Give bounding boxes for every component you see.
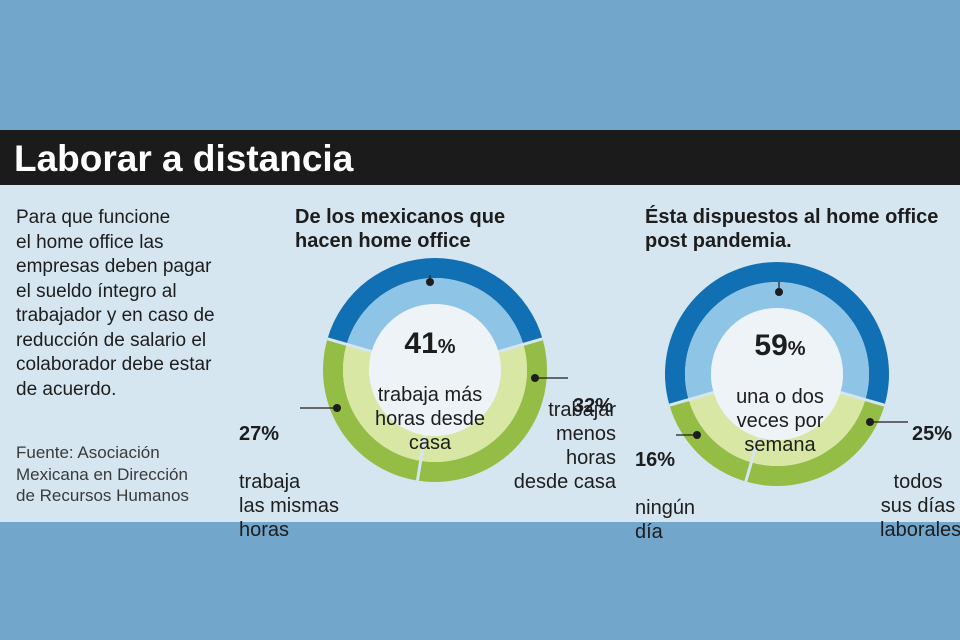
chart2-label-59-unit: % <box>787 338 806 360</box>
chart2-leader-dot-1 <box>866 418 874 426</box>
chart2-label-25-value: 25 <box>911 423 935 445</box>
chart2-slice-1-outer <box>745 399 885 486</box>
chart2-slice-2-outer <box>669 399 752 482</box>
chart1-label-27-value: 27 <box>239 423 262 445</box>
chart2-slice-2-inner <box>688 392 759 463</box>
chart2-title: Ésta dispuestos al home office post pand… <box>645 206 939 252</box>
chart1-label-32-value: 32 <box>573 395 596 417</box>
chart1-slice-1-outer <box>417 338 548 482</box>
chart2-label-25-unit: % <box>934 423 952 445</box>
chart1-slice-1-inner <box>420 344 528 462</box>
chart2-slice-1-inner <box>751 392 866 466</box>
chart1-label-41-value: 41 <box>404 327 438 360</box>
chart1-right-label: 32% <box>541 370 631 442</box>
chart1-label-41-unit: % <box>437 336 456 358</box>
donut-charts <box>300 257 908 486</box>
chart2-leader-dot-0 <box>775 288 783 296</box>
source-note: Fuente: Asociación Mexicana en Dirección… <box>16 443 189 505</box>
chart1-label-27-unit: % <box>261 423 280 445</box>
chart1-center <box>369 304 501 436</box>
chart1-separator-0 <box>327 337 373 354</box>
donut-chart-1 <box>300 257 568 482</box>
chart1-slice-2-inner <box>343 344 425 461</box>
chart2-label-59-text: una o dos veces por semana <box>736 386 824 456</box>
chart1-slice-0-inner <box>346 278 524 352</box>
chart2-label-16-value: 16 <box>635 449 658 471</box>
intro-text: Para que funcione el home office las emp… <box>16 207 215 400</box>
chart1-separator-2 <box>415 434 427 481</box>
chart1-label-27-text: trabaja las mismas horas <box>239 471 340 541</box>
chart2-slice-0-outer <box>665 262 889 406</box>
chart2-center-label: 59% una o dos veces por semana <box>710 310 850 481</box>
chart1-slice-0-outer <box>327 257 543 345</box>
chart2-label-16-unit: % <box>657 449 676 471</box>
chart2-separator-2 <box>744 436 761 482</box>
chart2-left-label: 16% ningún día <box>635 424 715 568</box>
infographic-title: Laborar a distancia <box>14 138 354 179</box>
chart2-slice-0-inner <box>685 282 869 400</box>
chart1-label-32-text: trabajar menos horas desde casa <box>513 399 616 493</box>
chart1-left-label: 27% trabaja las mismas horas <box>239 398 369 566</box>
chart1-leader-dot-2 <box>333 404 341 412</box>
chart2-label-25-text: todos sus días laborales <box>880 471 960 541</box>
chart1-leader-dot-1 <box>531 374 539 382</box>
chart1-slice-2-outer <box>322 338 421 481</box>
chart2-leader-dot-2 <box>693 431 701 439</box>
chart2-right-label: 25% todos sus días laborales <box>880 398 960 566</box>
chart1-center-label: 41% trabaja más horas desde casa <box>360 308 500 479</box>
chart2-separator-0 <box>669 390 715 407</box>
chart1-title: De los mexicanos que hacen home office <box>295 206 506 252</box>
chart2-center <box>711 308 843 440</box>
chart1-separator-1 <box>497 337 543 354</box>
chart2-separator-1 <box>839 390 885 407</box>
chart1-label-32-unit: % <box>595 395 614 417</box>
chart2-label-16-text: ningún día <box>635 497 696 543</box>
infographic-panel: Laborar a distancia Para que funcione el… <box>0 130 960 543</box>
title-bar: Laborar a distancia <box>0 130 960 185</box>
chart2-label-59-value: 59 <box>754 329 788 362</box>
chart1-label-41-text: trabaja más horas desde casa <box>374 384 486 454</box>
donut-chart-2 <box>665 262 908 486</box>
chart1-leader-dot-0 <box>426 278 434 286</box>
